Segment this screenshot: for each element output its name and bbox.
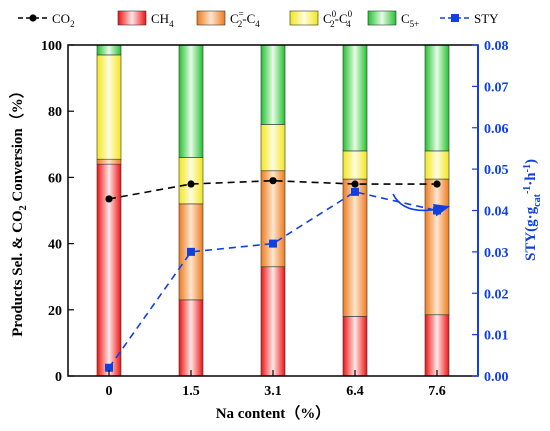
bar-c2-c4-4	[424, 178, 450, 316]
bar-c5-4	[424, 44, 450, 152]
sty-line	[108, 191, 438, 369]
legend: CO2 CH4 C= 2-C4 C0 2-C0 4 C5+ STY	[18, 9, 499, 29]
bar-ch4-2	[260, 266, 286, 377]
y-right-tick-label-2: 0.02	[484, 287, 509, 302]
y-right-tick-label-0: 0.00	[484, 370, 509, 385]
legend-marker-sty	[451, 14, 459, 22]
legend-swatch-c20	[289, 10, 319, 26]
y-right-tick-label-5: 0.05	[484, 163, 509, 178]
legend-sup2-c20: 0	[348, 9, 353, 19]
co2-point-1	[187, 180, 195, 188]
bar-c20-c40-3	[342, 150, 368, 180]
y-left-tick-label-4: 80	[48, 105, 62, 120]
axes: 0 20 40 60 80 100 0.00 0.01 0.02 0.03 0.04 0.05 0.06…	[41, 39, 509, 399]
bar-c20-c40-4	[424, 150, 450, 180]
legend-sub-ch4: 4	[169, 19, 174, 29]
x-tick-label-4: 7.6	[428, 384, 446, 399]
legend-sub-c5: 5+	[410, 19, 420, 29]
co2-point-4	[433, 180, 441, 188]
x-tick-label-1: 1.5	[182, 384, 200, 399]
bar-ch4-4	[424, 314, 450, 377]
sty-point-1	[187, 247, 195, 256]
y-left-tick-label-0: 0	[55, 370, 62, 385]
legend-sub2-c20: 4	[346, 19, 351, 29]
sty-point-3	[351, 187, 359, 196]
y-right-tick-label-1: 0.01	[484, 329, 509, 344]
legend-sub2-c2e: 4	[255, 19, 260, 29]
bar-c5-2	[260, 44, 286, 125]
y-right-tick-label-4: 0.04	[484, 205, 509, 220]
bar-ch4-1	[178, 299, 204, 377]
legend-swatch-c5	[367, 10, 397, 26]
legend-label-co2: CO2	[52, 11, 75, 29]
y-left-tick-label-5: 100	[41, 39, 62, 54]
y-right-tick-label-8: 0.08	[484, 39, 509, 54]
y-right-tick-label-3: 0.03	[484, 246, 509, 261]
legend-label-c5: C5+	[401, 11, 419, 29]
bar-ch4-3	[342, 316, 368, 377]
co2-point-0	[105, 195, 113, 203]
legend-text-c5: C	[401, 11, 410, 26]
legend-text-c20: C	[323, 11, 332, 26]
bars	[96, 44, 450, 377]
legend-text-ch4: CH	[151, 11, 169, 26]
legend-marker-co2	[29, 14, 37, 22]
bar-c20-c40-2	[260, 124, 286, 172]
legend-text-sty: STY	[474, 11, 499, 26]
legend-label-c20: C0 2-C0 4	[323, 9, 353, 29]
x-tick-label-0: 0	[106, 384, 113, 399]
sty-axis-arrow	[392, 193, 451, 217]
legend-text2-c20: -C	[335, 11, 348, 26]
bar-c5-3	[342, 44, 368, 152]
bar-c2-c4-3	[342, 178, 368, 317]
sty-point-2	[269, 239, 277, 248]
legend-label-ch4: CH4	[151, 11, 174, 29]
y-right-tick-label-6: 0.06	[484, 122, 509, 137]
legend-label-sty: STY	[474, 11, 499, 26]
legend-sup-c20: 0	[332, 9, 337, 19]
bar-c2-c4-2	[260, 170, 286, 268]
y-left-tick-label-1: 20	[48, 304, 62, 319]
y-right-tick-label-7: 0.07	[484, 80, 509, 95]
legend-text-c2e: C	[230, 11, 239, 26]
legend-swatch-ch4	[117, 10, 147, 26]
legend-sub-c2e: 2	[238, 19, 243, 29]
bar-c20-c40-0	[96, 54, 122, 160]
legend-swatch-c2e	[196, 10, 226, 26]
co2-point-3	[351, 180, 359, 188]
legend-sup-c2e: =	[239, 9, 244, 19]
bar-c2-c4-0	[96, 158, 122, 165]
y-left-tick-label-3: 60	[48, 171, 62, 186]
x-tick-label-2: 3.1	[264, 384, 282, 399]
x-axis-title: Na content（%）	[216, 404, 331, 422]
bar-c5-0	[96, 44, 122, 56]
legend-sub-co2: 2	[70, 19, 75, 29]
legend-text2-c2e: -C	[242, 11, 255, 26]
y-left-axis-title: Products Sel. & CO2 Conversion（%）	[8, 83, 29, 336]
sty-point-0	[105, 363, 113, 372]
legend-text-co2: CO	[52, 11, 70, 26]
bar-c5-1	[178, 44, 204, 158]
legend-sub-c20: 2	[330, 19, 335, 29]
y-right-axis-title: STY(g·gcat-1·h-1)	[522, 159, 543, 261]
y-left-tick-label-2: 40	[48, 238, 62, 253]
legend-label-c2e: C= 2-C4	[230, 9, 260, 29]
co2-point-2	[269, 177, 277, 185]
sty-point-4	[433, 206, 441, 215]
x-tick-label-3: 6.4	[346, 384, 364, 399]
